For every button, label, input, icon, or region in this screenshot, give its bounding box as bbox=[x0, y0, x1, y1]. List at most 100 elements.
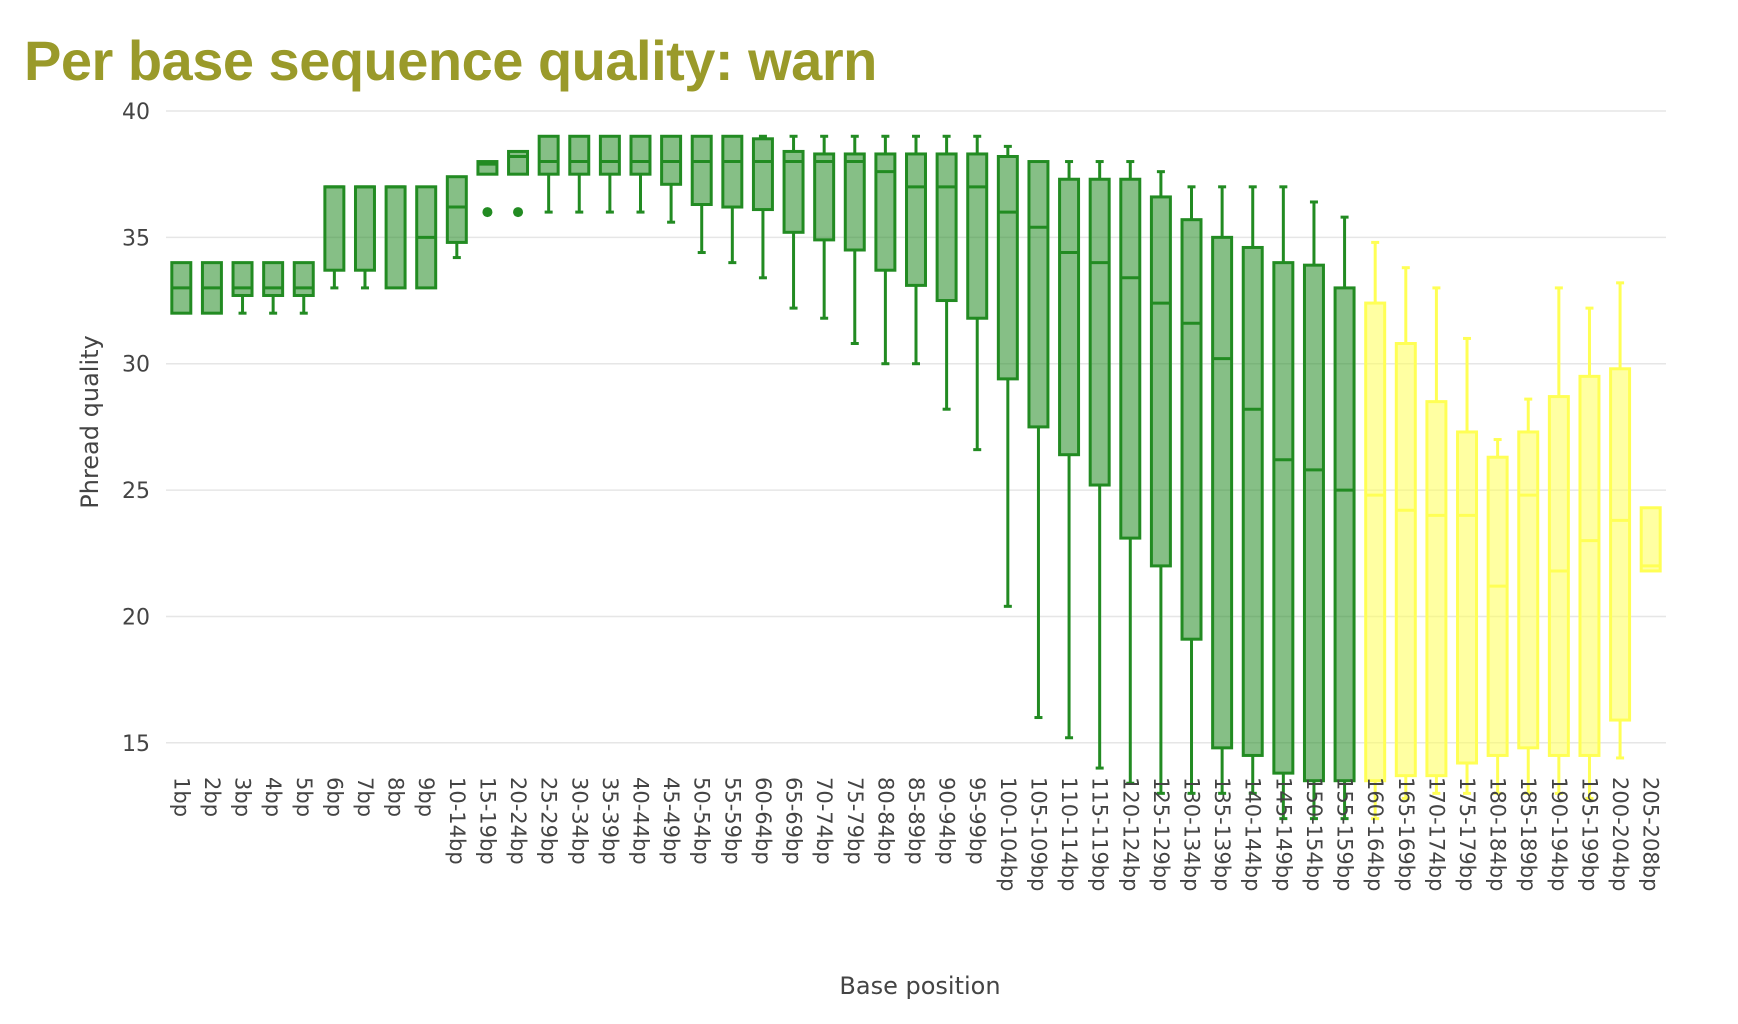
outlier-point bbox=[482, 207, 493, 218]
box-30-34bp bbox=[568, 134, 591, 214]
x-tick-label: 130-134bp bbox=[1180, 777, 1204, 891]
x-tick-label: 9bp bbox=[414, 777, 438, 817]
x-tick-label: 155-159bp bbox=[1333, 777, 1357, 891]
iqr-box bbox=[1088, 177, 1111, 487]
iqr-box bbox=[537, 134, 560, 176]
iqr-box bbox=[721, 134, 744, 209]
x-tick-label: 2bp bbox=[200, 777, 224, 817]
y-tick-label: 20 bbox=[122, 605, 150, 630]
x-tick-label: 170-174bp bbox=[1424, 777, 1448, 891]
box-170-174bp bbox=[1425, 286, 1448, 795]
x-tick-label: 120-124bp bbox=[1118, 777, 1142, 891]
x-tick-label: 95-99bp bbox=[965, 777, 989, 865]
iqr-box bbox=[262, 261, 285, 297]
x-tick-label: 3bp bbox=[231, 777, 255, 817]
iqr-box bbox=[1149, 195, 1172, 568]
x-tick-label: 30-34bp bbox=[567, 777, 591, 865]
iqr-box bbox=[996, 154, 1019, 381]
iqr-box bbox=[813, 152, 836, 242]
iqr-box bbox=[1364, 301, 1387, 783]
iqr-box bbox=[1425, 400, 1448, 778]
box-140-144bp bbox=[1241, 185, 1264, 795]
x-tick-label: 115-119bp bbox=[1088, 777, 1112, 891]
x-tick-label: 8bp bbox=[384, 777, 408, 817]
iqr-box bbox=[1241, 245, 1264, 757]
x-tick-label: 6bp bbox=[322, 777, 346, 817]
iqr-box bbox=[935, 152, 958, 303]
x-tick-label: 140-144bp bbox=[1241, 777, 1265, 891]
iqr-box bbox=[782, 149, 805, 234]
box-45-49bp bbox=[660, 134, 683, 224]
x-axis-ticks: 1bp 2bp 3bp 4bp 5bp 6bp 7bp 8bp 9bp 10-14bp 15-19b… bbox=[169, 777, 1662, 891]
x-tick-label: 4bp bbox=[261, 777, 285, 817]
iqr-box bbox=[1272, 261, 1295, 775]
x-tick-label: 175-179bp bbox=[1455, 777, 1479, 891]
iqr-box bbox=[1027, 160, 1050, 429]
x-axis-title: Base position bbox=[839, 972, 1000, 1000]
x-tick-label: 1bp bbox=[169, 777, 193, 817]
box-110-114bp bbox=[1058, 160, 1081, 740]
box-6bp bbox=[323, 185, 346, 290]
box-205-208bp bbox=[1639, 506, 1662, 573]
iqr-box bbox=[1609, 367, 1632, 722]
x-tick-label: 35-39bp bbox=[598, 777, 622, 865]
box-120-124bp bbox=[1119, 160, 1142, 785]
box-195-199bp bbox=[1578, 306, 1601, 800]
x-tick-label: 50-54bp bbox=[690, 777, 714, 865]
x-tick-label: 5bp bbox=[292, 777, 316, 817]
box-8bp bbox=[384, 185, 407, 290]
box-55-59bp bbox=[721, 134, 744, 265]
x-tick-label: 100-104bp bbox=[996, 777, 1020, 891]
chart-title: Per base sequence quality: warn bbox=[24, 29, 877, 92]
y-tick-label: 25 bbox=[122, 479, 150, 504]
box-200-204bp bbox=[1609, 281, 1632, 760]
x-tick-label: 160-164bp bbox=[1363, 777, 1387, 891]
box-9bp bbox=[415, 185, 438, 290]
x-tick-label: 180-184bp bbox=[1486, 777, 1510, 891]
x-tick-label: 15-19bp bbox=[475, 777, 499, 865]
box-60-64bp bbox=[751, 134, 774, 280]
x-tick-label: 185-189bp bbox=[1516, 777, 1540, 891]
iqr-box bbox=[1578, 374, 1601, 757]
iqr-box bbox=[568, 134, 591, 176]
box-1bp bbox=[170, 261, 193, 315]
box-3bp bbox=[231, 261, 254, 315]
x-tick-label: 110-114bp bbox=[1057, 777, 1081, 891]
iqr-box bbox=[1517, 430, 1540, 750]
box-80-84bp bbox=[874, 134, 897, 366]
box-185-189bp bbox=[1517, 397, 1540, 795]
x-tick-label: 65-69bp bbox=[782, 777, 806, 865]
box-125-129bp bbox=[1149, 170, 1172, 795]
iqr-box bbox=[445, 175, 468, 244]
y-axis-title: Phread quality bbox=[76, 335, 104, 508]
y-tick-label: 15 bbox=[122, 732, 150, 757]
boxes bbox=[170, 134, 1662, 821]
iqr-box bbox=[1639, 506, 1662, 573]
x-tick-label: 150-154bp bbox=[1302, 777, 1326, 891]
box-135-139bp bbox=[1211, 185, 1234, 795]
box-155-159bp bbox=[1333, 215, 1356, 821]
x-tick-label: 40-44bp bbox=[628, 777, 652, 865]
iqr-box bbox=[1119, 177, 1142, 540]
box-65-69bp bbox=[782, 134, 805, 310]
x-tick-label: 125-129bp bbox=[1149, 777, 1173, 891]
x-tick-label: 90-94bp bbox=[935, 777, 959, 865]
x-tick-label: 190-194bp bbox=[1547, 777, 1571, 891]
box-145-149bp bbox=[1272, 185, 1295, 821]
x-tick-label: 105-109bp bbox=[1026, 777, 1050, 891]
iqr-box bbox=[1180, 218, 1203, 641]
iqr-box bbox=[231, 261, 254, 297]
iqr-box bbox=[1302, 263, 1325, 783]
y-tick-label: 30 bbox=[122, 353, 150, 378]
x-tick-label: 25-29bp bbox=[537, 777, 561, 865]
iqr-box bbox=[353, 185, 376, 272]
iqr-box bbox=[323, 185, 346, 272]
iqr-box bbox=[1058, 177, 1081, 457]
outlier-point bbox=[513, 207, 524, 218]
iqr-box bbox=[1486, 455, 1509, 757]
x-tick-label: 10-14bp bbox=[445, 777, 469, 865]
x-tick-label: 85-89bp bbox=[904, 777, 928, 865]
x-tick-label: 45-49bp bbox=[659, 777, 683, 865]
box-165-169bp bbox=[1394, 266, 1417, 800]
